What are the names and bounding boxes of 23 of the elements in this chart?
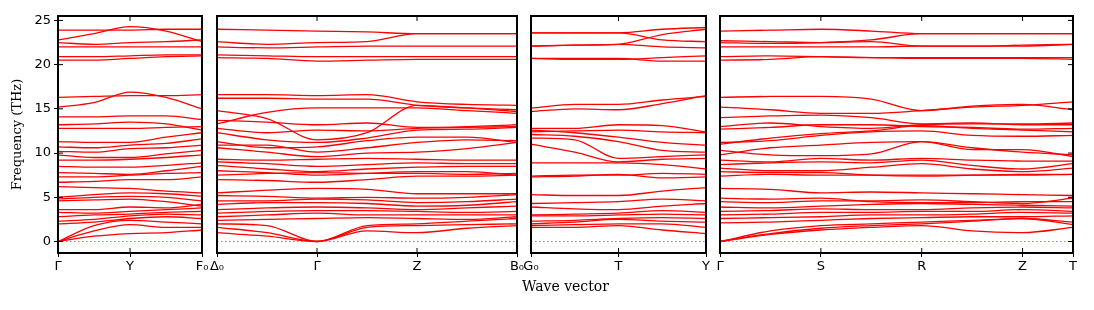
y-axis-title: Frequency (THz) (9, 78, 25, 191)
y-tick-label: 0 (42, 232, 51, 248)
x-tick-label: Z (1018, 258, 1028, 274)
x-tick-label: Y (701, 258, 711, 274)
x-tick-label: S (816, 258, 825, 274)
x-tick-label: R (917, 258, 927, 274)
x-tick-label: Γ (54, 258, 63, 274)
y-tick-label: 20 (34, 56, 51, 72)
x-tick-label: Δ₀ (209, 258, 225, 274)
x-tick-label: T (613, 258, 623, 274)
x-tick-label: Z (412, 258, 422, 274)
y-tick-label: 10 (34, 144, 51, 160)
x-axis-title: Wave vector (521, 278, 610, 294)
x-tick-label: Γ (313, 258, 322, 274)
x-tick-label: Γ (716, 258, 725, 274)
x-tick-label: B₀ (509, 258, 525, 274)
x-tick-label: G₀ (523, 258, 539, 274)
y-tick-label: 15 (34, 100, 51, 116)
y-tick-label: 25 (34, 11, 51, 27)
x-tick-label: F₀ (195, 258, 209, 274)
y-tick-label: 5 (42, 188, 51, 204)
x-tick-label: T (1068, 258, 1078, 274)
x-tick-label: Y (125, 258, 135, 274)
